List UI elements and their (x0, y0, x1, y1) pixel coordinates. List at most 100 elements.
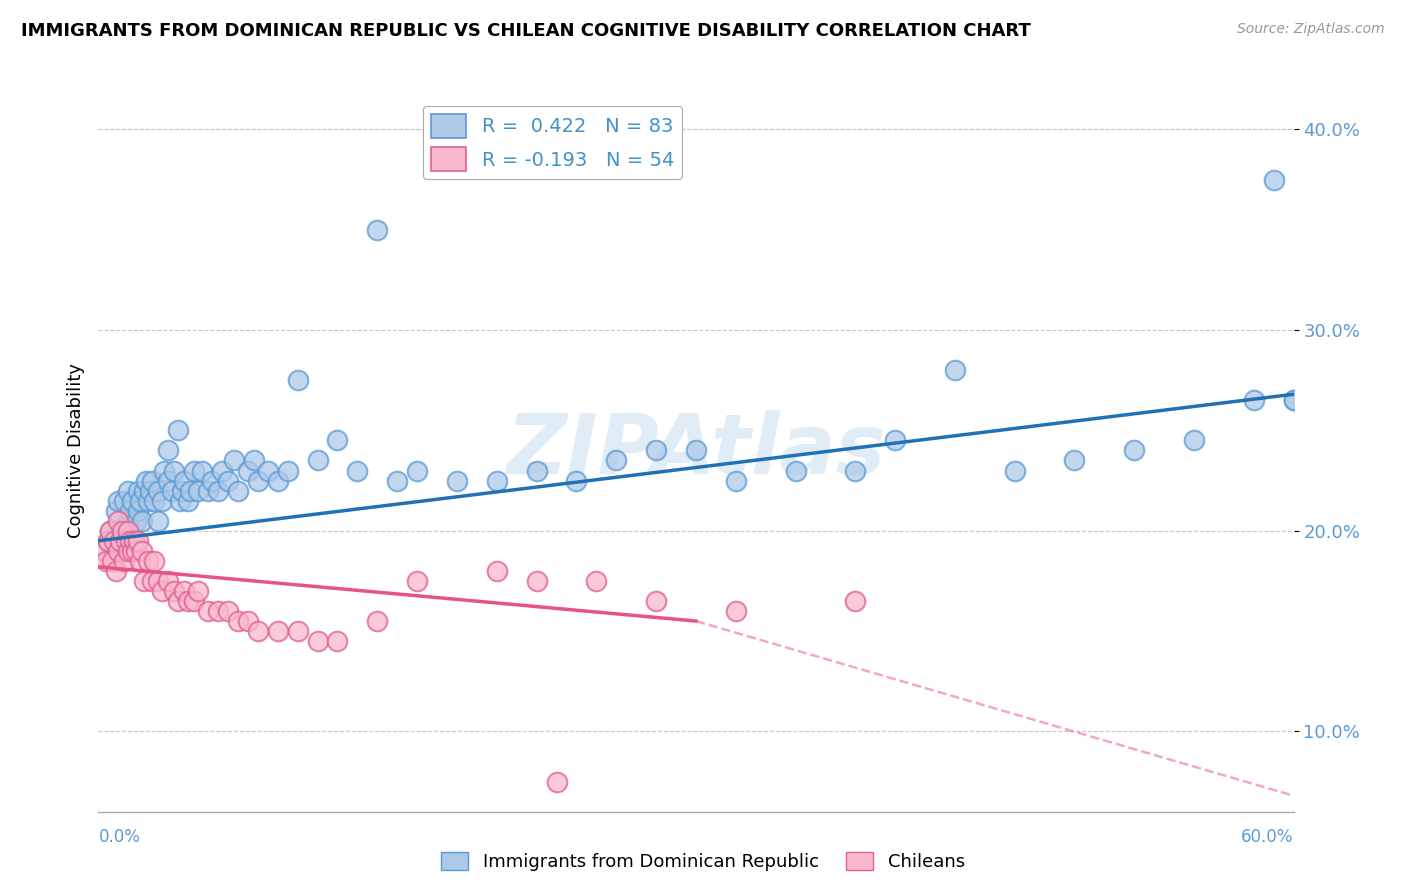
Point (183, 464, 205, 478)
Point (326, 434, 349, 448)
Point (207, 483, 229, 498)
Point (179, 483, 201, 498)
Point (120, 533, 142, 548)
Point (125, 514, 148, 528)
Point (943, 363, 966, 377)
Point (526, 464, 548, 478)
Point (111, 533, 134, 548)
Point (129, 493, 152, 508)
Point (148, 574, 170, 588)
Point (246, 624, 269, 639)
Point (150, 493, 173, 508)
Point (117, 543, 139, 558)
Point (150, 583, 173, 598)
Point (307, 453, 329, 467)
Point (197, 604, 219, 618)
Text: IMMIGRANTS FROM DOMINICAN REPUBLIC VS CHILEAN COGNITIVE DISABILITY CORRELATION C: IMMIGRANTS FROM DOMINICAN REPUBLIC VS CH… (21, 22, 1031, 40)
Point (124, 533, 146, 548)
Point (169, 493, 191, 508)
Point (485, 474, 508, 488)
Point (107, 533, 129, 548)
Point (287, 624, 309, 639)
Point (187, 483, 209, 498)
Point (148, 514, 170, 528)
Point (105, 503, 128, 517)
Point (217, 474, 239, 488)
Point (129, 554, 152, 568)
Point (844, 594, 866, 608)
Point (125, 543, 148, 558)
Point (131, 543, 153, 558)
Point (346, 464, 368, 478)
Point (93, 543, 115, 558)
Point (167, 594, 190, 608)
Point (143, 493, 166, 508)
Point (121, 493, 143, 508)
Point (187, 583, 209, 598)
Y-axis label: Cognitive Disability: Cognitive Disability (66, 363, 84, 538)
Point (143, 554, 166, 568)
Point (124, 533, 146, 548)
Point (139, 483, 162, 498)
Point (785, 464, 807, 478)
Point (97, 533, 120, 548)
Point (565, 474, 588, 488)
Point (134, 483, 156, 498)
Point (163, 583, 186, 598)
Text: 60.0%: 60.0% (1241, 828, 1294, 846)
Point (844, 464, 866, 478)
Point (246, 474, 269, 488)
Point (103, 554, 125, 568)
Point (117, 483, 139, 498)
Point (134, 574, 156, 588)
Point (112, 493, 135, 508)
Point (236, 464, 259, 478)
Point (153, 464, 176, 478)
Text: Source: ZipAtlas.com: Source: ZipAtlas.com (1237, 22, 1385, 37)
Point (226, 614, 249, 628)
Point (141, 474, 163, 488)
Point (107, 514, 129, 528)
Point (98, 524, 122, 538)
Point (1004, 464, 1026, 478)
Point (101, 554, 124, 568)
Point (256, 464, 278, 478)
Point (267, 474, 290, 488)
Point (127, 503, 149, 517)
Point (141, 574, 163, 588)
Legend: R =  0.422   N = 83, R = -0.193   N = 54: R = 0.422 N = 83, R = -0.193 N = 54 (423, 106, 682, 179)
Point (1282, 393, 1305, 408)
Point (131, 514, 153, 528)
Point (307, 634, 329, 648)
Point (103, 533, 125, 548)
Point (366, 614, 388, 628)
Point (1282, 393, 1305, 408)
Point (105, 564, 128, 578)
Point (173, 474, 195, 488)
Text: ZIPAtlas: ZIPAtlas (506, 410, 886, 491)
Point (107, 493, 129, 508)
Point (173, 583, 195, 598)
Point (201, 474, 224, 488)
Point (724, 474, 747, 488)
Point (98, 524, 122, 538)
Point (366, 223, 388, 237)
Point (115, 524, 138, 538)
Point (110, 524, 132, 538)
Point (222, 453, 245, 467)
Point (1063, 453, 1085, 467)
Point (1243, 393, 1265, 408)
Point (685, 443, 707, 458)
Point (645, 443, 668, 458)
Point (121, 543, 143, 558)
Point (115, 533, 138, 548)
Point (1182, 434, 1205, 448)
Point (406, 464, 429, 478)
Point (191, 464, 214, 478)
Point (287, 373, 309, 387)
Point (236, 614, 259, 628)
Point (326, 634, 349, 648)
Point (226, 483, 249, 498)
Point (217, 604, 239, 618)
Point (148, 483, 170, 498)
